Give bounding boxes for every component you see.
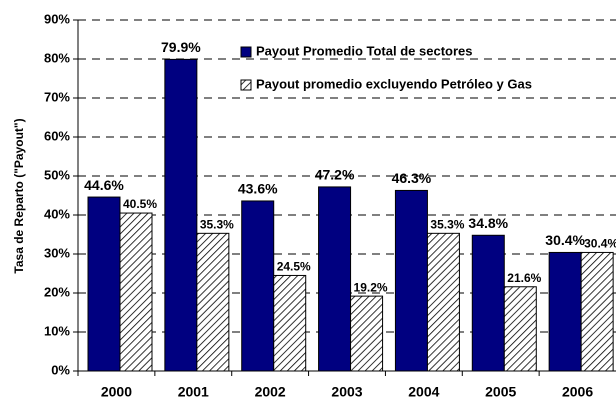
bar <box>196 232 230 372</box>
bar <box>580 251 614 372</box>
data-label: 30.4% <box>584 237 616 251</box>
x-tick-label: 2003 <box>331 384 362 400</box>
x-tick-label: 2001 <box>178 384 209 400</box>
legend-swatch <box>240 46 252 58</box>
bar <box>471 234 505 372</box>
y-tick-label: 60% <box>44 128 70 143</box>
data-label: 79.9% <box>161 39 201 55</box>
legend-label: Payout promedio excluyendo Petróleo y Ga… <box>256 76 532 91</box>
legend-swatch <box>240 79 252 91</box>
bar <box>426 232 460 372</box>
data-label: 40.5% <box>123 197 157 211</box>
x-tick-label: 2002 <box>255 384 286 400</box>
data-label: 19.2% <box>354 280 388 294</box>
x-tick-label: 2006 <box>562 384 593 400</box>
y-axis-label: Tasa de Reparto ("Payout") <box>12 118 26 273</box>
data-label: 34.8% <box>468 215 508 231</box>
data-label: 35.3% <box>430 218 464 232</box>
legend-label: Payout Promedio Total de sectores <box>256 43 472 58</box>
y-tick-label: 80% <box>44 50 70 65</box>
y-tick-label: 50% <box>44 167 70 182</box>
bar <box>394 189 428 372</box>
data-label: 46.3% <box>392 170 432 186</box>
data-label: 30.4% <box>545 232 585 248</box>
y-tick-label: 0% <box>51 362 70 377</box>
data-label: 47.2% <box>315 167 355 183</box>
y-tick-label: 10% <box>44 323 70 338</box>
x-tick-label: 2000 <box>101 384 132 400</box>
data-label: 35.3% <box>200 218 234 232</box>
x-tick-label: 2005 <box>485 384 516 400</box>
data-label: 43.6% <box>238 181 278 197</box>
bar <box>548 251 582 372</box>
bar <box>350 295 384 372</box>
data-label: 44.6% <box>84 177 124 193</box>
bar <box>87 196 121 372</box>
y-tick-label: 90% <box>44 11 70 26</box>
y-tick-label: 70% <box>44 89 70 104</box>
bar <box>119 212 153 372</box>
data-label: 21.6% <box>507 271 541 285</box>
x-tick-label: 2004 <box>408 384 439 400</box>
y-tick-label: 20% <box>44 284 70 299</box>
y-tick-label: 40% <box>44 206 70 221</box>
bar <box>318 186 352 372</box>
bar <box>273 274 307 372</box>
bar <box>164 58 198 372</box>
data-label: 24.5% <box>277 260 311 274</box>
bar <box>241 200 275 372</box>
y-tick-label: 30% <box>44 245 70 260</box>
bar <box>503 286 537 372</box>
